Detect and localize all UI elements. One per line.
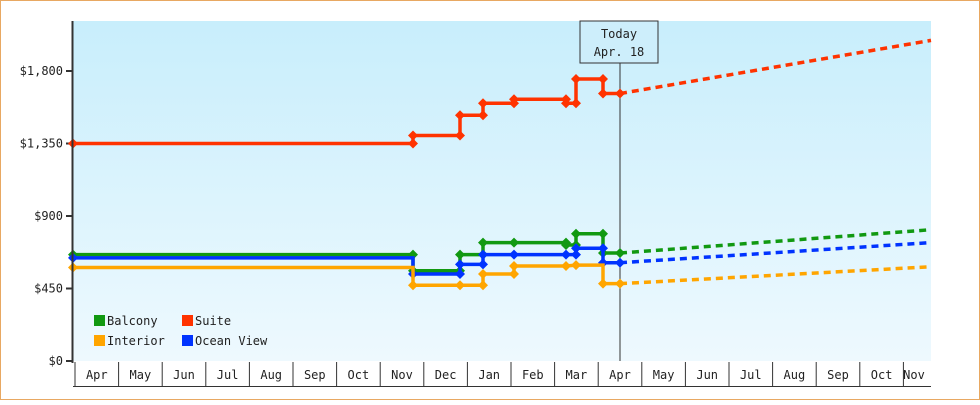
legend-item-suite[interactable]: Suite: [182, 314, 231, 328]
series-interior: [68, 260, 932, 291]
data-point-marker[interactable]: [571, 243, 581, 254]
x-tick-label: Jun: [173, 368, 195, 382]
x-tick-label: Aug: [260, 368, 282, 382]
data-point-marker[interactable]: [509, 260, 519, 271]
x-tick-label: Jul: [217, 368, 239, 382]
legend-item-interior[interactable]: Interior: [94, 334, 165, 348]
projection-line: [619, 227, 932, 255]
data-point-marker[interactable]: [408, 130, 418, 141]
legend: Balcony Suite Interior Ocean View: [94, 314, 268, 348]
data-point-marker[interactable]: [478, 269, 488, 279]
data-point-marker[interactable]: [455, 110, 465, 121]
legend-swatch-icon: [94, 315, 105, 326]
data-point-marker[interactable]: [571, 74, 581, 85]
x-tick-label: Apr: [86, 368, 108, 382]
data-point-marker[interactable]: [615, 278, 625, 289]
data-point-marker[interactable]: [478, 98, 488, 109]
x-tick-label: Nov: [391, 368, 413, 382]
data-point-marker[interactable]: [509, 94, 519, 105]
data-point-marker[interactable]: [455, 130, 465, 141]
x-tick-label: Oct: [348, 368, 370, 382]
x-tick-label: May: [130, 368, 152, 382]
today-label-line2: Apr. 18: [594, 45, 645, 59]
data-point-marker[interactable]: [509, 269, 519, 279]
x-tick-label: Oct: [871, 368, 893, 382]
data-point-marker[interactable]: [561, 240, 571, 250]
today-label: Today Apr. 18: [579, 20, 659, 64]
y-tick-label: $1,800: [20, 64, 63, 78]
x-tick-label: Jun: [696, 368, 718, 382]
data-point-marker[interactable]: [561, 98, 571, 109]
x-tick-label: Mar: [566, 368, 588, 382]
y-tick-label: $0: [49, 354, 63, 368]
data-point-marker[interactable]: [598, 88, 608, 99]
data-point-marker[interactable]: [598, 74, 608, 85]
data-point-marker[interactable]: [408, 280, 418, 291]
legend-swatch-icon: [182, 315, 193, 326]
legend-swatch-icon: [94, 335, 105, 346]
x-tick-label: Jan: [478, 368, 500, 382]
today-label-line1: Today: [601, 27, 637, 41]
data-point-marker[interactable]: [478, 259, 488, 270]
data-point-marker[interactable]: [571, 228, 581, 239]
x-tick-label: Apr: [609, 368, 631, 382]
data-point-marker[interactable]: [615, 248, 625, 259]
data-point-marker[interactable]: [455, 269, 465, 279]
x-tick-label: Nov: [903, 368, 925, 382]
y-tick-label: $1,350: [20, 137, 63, 151]
legend-item-ocean-view[interactable]: Ocean View: [182, 334, 268, 348]
data-point-marker[interactable]: [509, 237, 519, 248]
x-tick-label: Sep: [304, 368, 326, 382]
data-point-marker[interactable]: [455, 249, 465, 260]
y-tick-label: $900: [34, 209, 63, 223]
data-point-marker[interactable]: [598, 228, 608, 239]
y-tick-label: $450: [34, 282, 63, 296]
data-point-marker[interactable]: [455, 259, 465, 270]
series-suite: [68, 38, 932, 149]
data-point-marker[interactable]: [561, 260, 571, 271]
data-point-marker[interactable]: [571, 249, 581, 260]
plot-area: [73, 21, 931, 361]
data-point-marker[interactable]: [509, 249, 519, 260]
y-axis: $0 $450 $900 $1,350 $1,800: [20, 64, 73, 368]
data-point-marker[interactable]: [408, 138, 418, 149]
x-tick-label: Jul: [740, 368, 762, 382]
x-tick-label: Dec: [435, 368, 457, 382]
data-point-marker[interactable]: [615, 88, 625, 99]
data-point-marker[interactable]: [598, 243, 608, 254]
legend-label: Interior: [107, 334, 165, 348]
x-tick-label: Aug: [784, 368, 806, 382]
x-tick-label: May: [653, 368, 675, 382]
legend-label: Suite: [195, 314, 231, 328]
x-tick-label: Sep: [827, 368, 849, 382]
legend-swatch-icon: [182, 335, 193, 346]
projection-line: [619, 265, 932, 286]
series-ocean-view: [68, 240, 932, 279]
data-point-marker[interactable]: [478, 110, 488, 121]
legend-item-balcony[interactable]: Balcony: [94, 314, 158, 328]
data-point-marker[interactable]: [571, 98, 581, 109]
data-point-marker[interactable]: [478, 237, 488, 248]
x-axis: Apr May Jun Jul Aug Sep Oct Nov Dec Jan Feb Mar Apr M…: [73, 362, 931, 387]
data-point-marker[interactable]: [455, 280, 465, 291]
data-point-marker[interactable]: [615, 257, 625, 268]
projection-line: [619, 38, 932, 96]
legend-label: Ocean View: [195, 334, 268, 348]
projection-line: [619, 240, 932, 265]
data-point-marker[interactable]: [561, 249, 571, 260]
legend-label: Balcony: [107, 314, 158, 328]
x-tick-label: Feb: [522, 368, 544, 382]
data-point-marker[interactable]: [478, 280, 488, 291]
data-point-marker[interactable]: [598, 278, 608, 289]
series-group: [68, 38, 932, 291]
data-point-marker[interactable]: [571, 260, 581, 271]
data-point-marker[interactable]: [478, 249, 488, 260]
